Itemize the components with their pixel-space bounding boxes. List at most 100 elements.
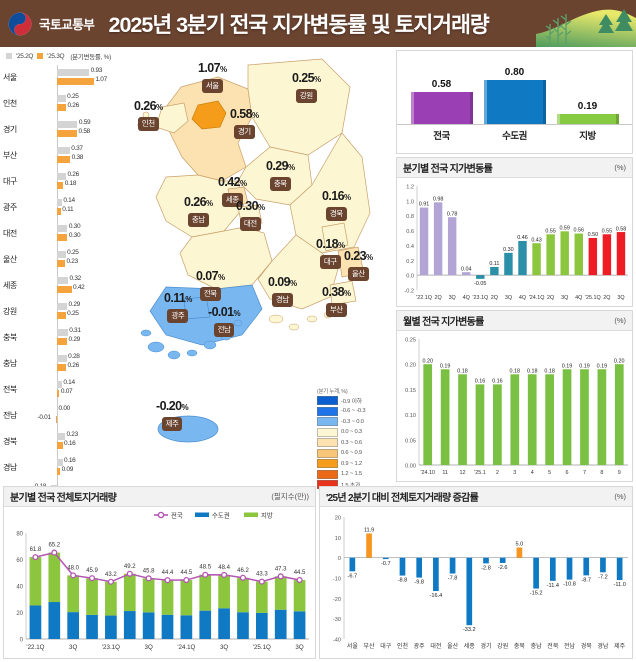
x-axis-tick: 3Q	[449, 295, 456, 301]
bar	[600, 557, 606, 573]
bar	[527, 374, 537, 465]
x-axis-tick: 2Q	[434, 295, 441, 301]
x-axis-tick: '22.1Q	[416, 295, 432, 301]
sidebar-bar-row: 세종 0.32 0.42	[0, 273, 126, 299]
bar-value-label: -11.4	[547, 583, 559, 589]
sidebar-bar-q2	[57, 199, 62, 206]
bar	[614, 364, 624, 465]
bar	[516, 547, 523, 558]
sidebar-bar-row: 광주 0.14 0.11	[0, 195, 126, 221]
bar	[504, 252, 513, 276]
x-axis-tick: 3Q	[561, 295, 568, 301]
sidebar-bar-q2	[57, 225, 68, 232]
sidebar-bar-q3	[55, 416, 57, 423]
x-axis-tick: '24.1Q	[529, 295, 545, 301]
sidebar-bar-q2	[57, 121, 78, 128]
bar-value-label: 0.98	[433, 197, 444, 203]
bar-value-label: -0.05	[474, 281, 486, 287]
summary-bar	[410, 92, 473, 124]
sidebar-bar-q3	[57, 104, 66, 111]
sidebar-bar-value: 0.25	[67, 310, 79, 317]
bar-value-label: -8.7	[581, 577, 591, 583]
y-axis-tick: 0.20	[405, 363, 416, 369]
sidebar-bar-value: 0.00	[58, 404, 71, 412]
bar-value-label: 0.19	[579, 363, 590, 369]
quarterly-panel-title: 분기별 전국 지가변동률	[403, 164, 493, 175]
summary-value: 0.80	[504, 67, 525, 78]
y-axis-tick: 0.15	[405, 388, 416, 394]
map-legend-item: -0.3 ~ 0.0	[317, 417, 389, 428]
bar-value-label: -2.8	[481, 565, 491, 571]
sidebar-row-label: 전북	[3, 385, 17, 394]
map-legend-swatch	[317, 417, 338, 427]
stacked-bar-metro	[86, 614, 98, 639]
x-axis-tick: 4Q	[519, 295, 526, 301]
x-axis-tick: 9	[618, 470, 621, 476]
sidebar-bar-q2	[57, 95, 66, 102]
map-region-label-대전: 0.30% 대전	[236, 199, 265, 231]
stacked-bar-metro	[48, 602, 61, 639]
y-axis-tick: 0.00	[405, 464, 416, 470]
y-axis-tick: 20	[16, 611, 23, 617]
map-region-value: 0.58%	[230, 107, 259, 121]
y-axis-tick: 40	[16, 585, 23, 591]
bar-value-label: 0.18	[527, 368, 538, 374]
map-legend-item: 0.9 ~ 1.2	[317, 459, 389, 470]
line-marker	[107, 578, 114, 585]
bar	[458, 374, 467, 465]
bar-value-label: 5.0	[516, 542, 524, 548]
sidebar-bar-row: 경남 0.16 0.09	[0, 455, 126, 481]
summary-bar	[483, 80, 546, 124]
sidebar-bar-row: 부산 0.37 0.38	[0, 143, 126, 169]
map-region-name: 광주	[167, 309, 189, 323]
bar-value-label: 0.46	[517, 235, 528, 241]
sidebar-row-label: 경북	[3, 437, 17, 446]
sidebar-bar-value: 0.58	[78, 128, 91, 135]
bar-value-label: 0.19	[597, 363, 608, 369]
map-legend-item: 0.6 ~ 0.9	[317, 448, 389, 459]
bar	[583, 557, 590, 576]
line-value-label: 45.9	[86, 568, 98, 574]
quarterly-land-price-panel: 분기별 전국 지가변동률 (%) -0.2 0.0 0.2 0.4 0.6 0.8 1.0 1…	[396, 157, 633, 307]
line-marker	[88, 575, 96, 582]
rate-panel-title: '25년 2분기 대비 전체토지거래량 증감률	[326, 493, 479, 504]
bar	[616, 557, 623, 581]
stacked-bar-metro	[293, 611, 306, 639]
stacked-bar-local	[255, 581, 268, 613]
y-axis-tick: -30	[333, 617, 341, 623]
x-axis-tick: 2	[496, 470, 499, 476]
page-title: 2025년 3분기 전국 지가변동률 및 토지거래량	[108, 13, 490, 37]
sidebar-bar-q2	[57, 173, 66, 180]
bar-value-label: 0.18	[457, 368, 468, 374]
map-legend-swatch	[317, 396, 338, 406]
bar-value-label: -7.2	[598, 574, 608, 580]
sidebar-row-label: 부산	[3, 151, 17, 160]
map-region-label-광주: 0.11% 광주	[164, 291, 192, 323]
change-rate-chart: -40 -30 -20 -10 0 10 20 -6.7 서울 11.9 부산 -0.7 대구 -8.8 인…	[320, 507, 632, 662]
map-legend-item: -0.6 ~ -0.3	[317, 406, 389, 417]
bar-value-label: -8.8	[398, 578, 408, 584]
legend-swatch-q2	[6, 53, 12, 59]
bar	[449, 557, 456, 574]
sidebar-bar-row: 경기 0.59 0.58	[0, 117, 126, 143]
sidebar-bar-q3	[57, 338, 68, 345]
sidebar-bar-value: 0.16	[64, 440, 76, 447]
x-axis-tick: 경남	[597, 642, 609, 650]
sidebar-bar-row: 전북 0.14 0.07	[0, 377, 126, 403]
bar	[476, 275, 485, 279]
sidebar-row-label: 대구	[3, 177, 17, 186]
map-region-name: 경북	[325, 207, 347, 221]
sidebar-bar-value: 0.14	[63, 196, 75, 204]
map-region-label-부산: 0.38% 부산	[322, 285, 351, 317]
bar	[562, 369, 572, 465]
sidebar-row-label: 강원	[3, 307, 17, 316]
sidebar-bar-q3	[57, 312, 66, 319]
sidebar-row-label: 울산	[3, 255, 17, 264]
stacked-bar-metro	[123, 611, 136, 639]
x-axis-tick: 7	[583, 470, 586, 476]
rate-panel-header: '25년 2분기 대비 전체토지거래량 증감률 (%)	[320, 487, 632, 507]
sidebar-bar-q3	[57, 234, 68, 241]
line-value-label: 65.2	[48, 543, 60, 549]
sidebar-bar-value: 0.38	[71, 154, 84, 161]
regional-quarterly-bar-list: '25.2Q '25.3Q (분기변동률, %) 서울 0.93 1.07 인천 0.2…	[0, 47, 126, 507]
